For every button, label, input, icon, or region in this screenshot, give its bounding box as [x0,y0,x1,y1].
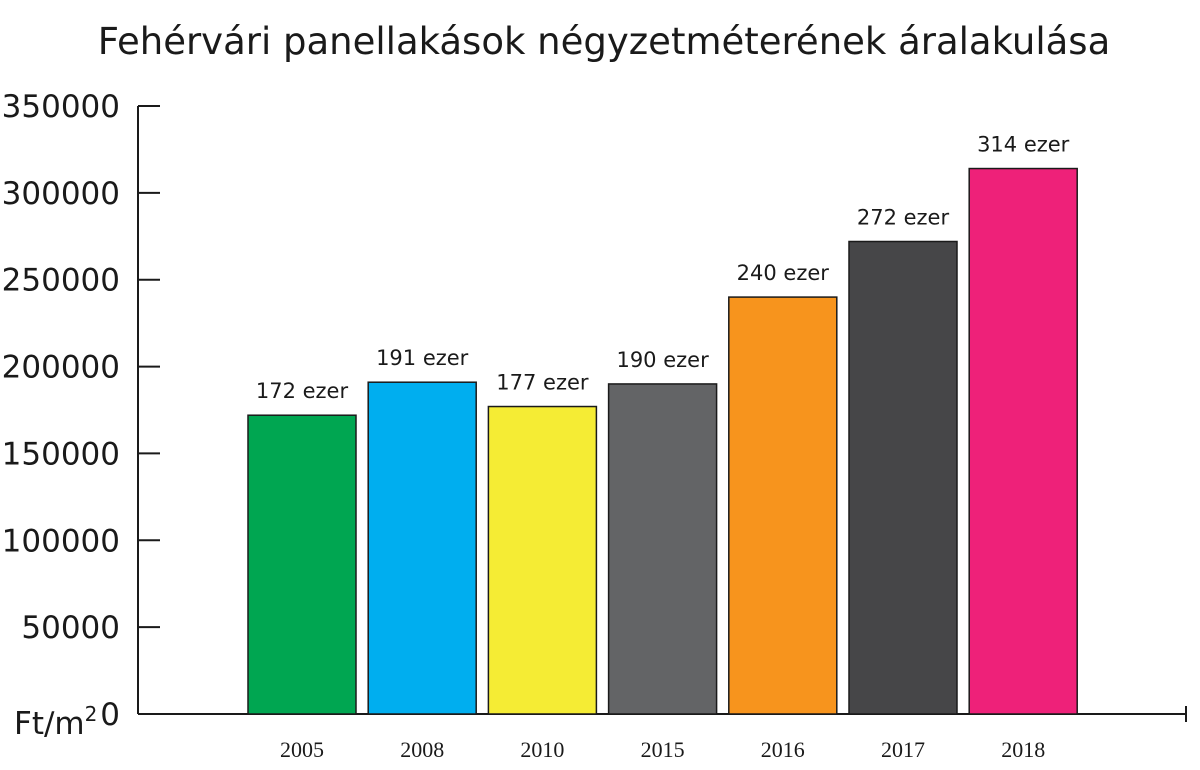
data-label-2005: 172 ezer [256,379,349,403]
x-tick-label-2017: 2017 [881,737,925,762]
bars [247,167,1078,715]
x-tick-label-2008: 2008 [400,737,444,762]
bar-2018 [968,167,1078,715]
data-labels: 172 ezer 191 ezer 177 ezer 190 ezer 240 ezer… [256,133,1070,404]
bar-2017 [848,240,958,715]
data-label-2016: 240 ezer [737,261,830,285]
x-axis-ticks: 2005 2008 2010 2015 2016 2017 2018 [280,737,1045,762]
bar-2015 [607,383,718,715]
y-tick-label: 350000 [2,89,120,125]
data-label-2018: 314 ezer [977,133,1070,157]
x-tick-label-2015: 2015 [641,737,685,762]
bar-2016 [728,296,838,715]
x-tick-label-2005: 2005 [280,737,324,762]
x-tick-label-2010: 2010 [520,737,564,762]
y-tick-label: 200000 [2,350,120,386]
data-label-2008: 191 ezer [376,346,469,370]
y-axis-label-superscript: 2 [85,702,98,726]
data-label-2017: 272 ezer [857,205,950,229]
y-axis-label-main: Ft/m [14,706,85,742]
data-label-2015: 190 ezer [616,348,709,372]
y-tick-label: 150000 [2,436,120,472]
bar-2005 [247,414,357,715]
y-axis-label: Ft/m2 [14,702,97,742]
y-tick-label: 100000 [2,523,120,559]
chart-title: Fehérvári panellakások négyzetméterének … [98,20,1111,63]
y-tick-label: 50000 [21,610,120,646]
y-tick-label: 300000 [2,176,120,212]
bar-2008 [367,381,477,715]
x-tick-label-2016: 2016 [761,737,805,762]
y-tick-label: 250000 [2,263,120,299]
y-tick-label: 0 [100,697,120,733]
x-tick-label-2018: 2018 [1001,737,1045,762]
data-label-2010: 177 ezer [496,371,589,395]
y-axis-ticks: 0 50000 100000 150000 200000 250000 300000 3500… [2,89,160,733]
bar-2010 [487,405,598,715]
